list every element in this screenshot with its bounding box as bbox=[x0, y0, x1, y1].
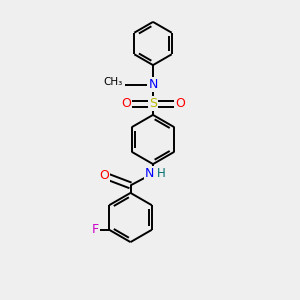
Text: N: N bbox=[145, 167, 154, 180]
Text: S: S bbox=[149, 97, 157, 110]
Text: O: O bbox=[100, 169, 109, 182]
Text: F: F bbox=[92, 223, 99, 236]
Text: O: O bbox=[175, 97, 185, 110]
Text: H: H bbox=[157, 167, 166, 180]
Text: CH₃: CH₃ bbox=[104, 76, 123, 87]
Text: O: O bbox=[121, 97, 131, 110]
Text: N: N bbox=[148, 78, 158, 91]
